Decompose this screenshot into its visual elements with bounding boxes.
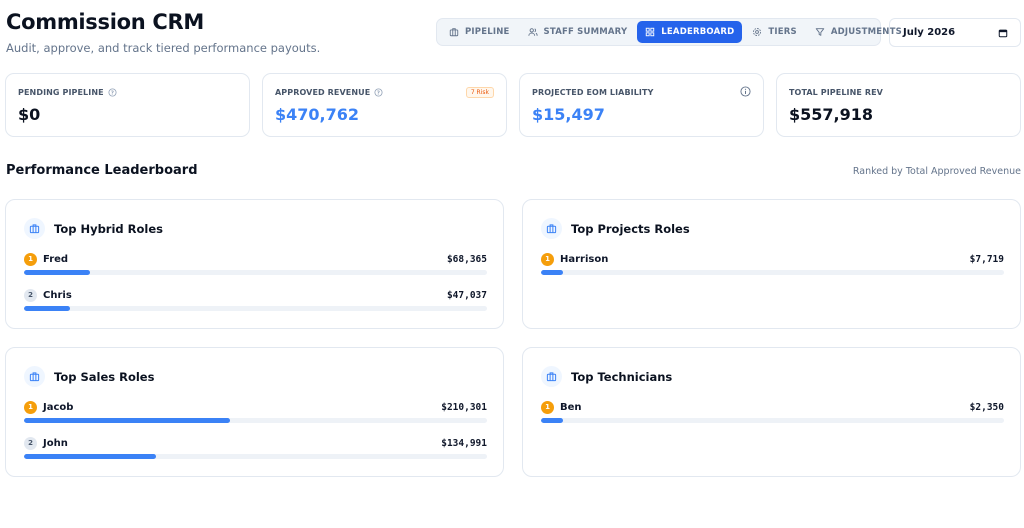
rank-badge: 2 <box>24 436 37 450</box>
progress-fill <box>24 270 91 275</box>
card-top-projects: Top Projects Roles 1 Harrison $7,719 <box>522 199 1021 329</box>
staff-name: Ben <box>560 401 582 413</box>
stat-pending-pipeline: PENDING PIPELINE ? $0 <box>5 73 250 137</box>
stat-pending-value: $0 <box>18 105 41 124</box>
revenue-amount: $47,037 <box>446 289 487 301</box>
stat-total-pipeline: TOTAL PIPELINE REV $557,918 <box>776 73 1021 137</box>
staff-name: John <box>43 437 68 449</box>
leaderboard-row[interactable]: 1 Jacob $210,301 <box>24 400 487 423</box>
rank-badge: 1 <box>24 400 37 414</box>
staff-name: Jacob <box>43 401 74 413</box>
app-subtitle: Audit, approve, and track tiered perform… <box>6 41 321 55</box>
progress-fill <box>541 270 564 275</box>
leaderboard-title: Performance Leaderboard <box>6 163 198 178</box>
revenue-amount: $134,991 <box>441 437 487 449</box>
stat-projected-liability: PROJECTED EOM LIABILITY $15,497 <box>519 73 764 137</box>
card-top-sales: Top Sales Roles 1 Jacob $210,301 2 John $134… <box>5 347 504 477</box>
rank-badge: 2 <box>24 288 37 302</box>
stat-projected-label: PROJECTED EOM LIABILITY <box>532 88 654 97</box>
leaderboard-row[interactable]: 2 Chris $47,037 <box>24 288 487 311</box>
stat-approved-revenue: APPROVED REVENUE ? 7 Risk $470,762 <box>262 73 507 137</box>
briefcase-icon <box>546 372 557 382</box>
leaderboard-row[interactable]: 1 Harrison $7,719 <box>541 252 1004 275</box>
stat-pending-label: PENDING PIPELINE <box>18 88 104 97</box>
card-top-hybrid: Top Hybrid Roles 1 Fred $68,365 2 Chris $47,… <box>5 199 504 329</box>
briefcase-icon <box>29 372 40 382</box>
tab-tiers[interactable]: TIERS <box>744 21 804 43</box>
progress-track <box>541 418 1004 423</box>
tab-tiers-label: TIERS <box>768 27 797 37</box>
tab-pipeline[interactable]: PIPELINE <box>441 21 518 43</box>
briefcase-icon <box>29 224 40 234</box>
users-icon <box>527 28 538 36</box>
tab-pipeline-label: PIPELINE <box>465 27 510 37</box>
app-title: Commission CRM <box>6 10 204 34</box>
month-picker[interactable]: July 2026 <box>889 18 1021 47</box>
leaderboard-subtitle: Ranked by Total Approved Revenue <box>852 166 1021 177</box>
leaderboard-row[interactable]: 2 John $134,991 <box>24 436 487 459</box>
stat-projected-value: $15,497 <box>532 105 605 124</box>
stat-approved-value: $470,762 <box>275 105 360 124</box>
help-icon[interactable]: ? <box>108 88 117 97</box>
staff-name: Harrison <box>560 253 609 265</box>
leaderboard-row[interactable]: 1 Fred $68,365 <box>24 252 487 275</box>
help-icon[interactable]: ? <box>374 88 383 97</box>
tab-adjustments-label: ADJUSTMENTS <box>830 27 902 37</box>
card-title: Top Projects Roles <box>571 221 690 236</box>
revenue-amount: $210,301 <box>441 401 487 413</box>
briefcase-icon <box>546 224 557 234</box>
tab-adjustments[interactable]: ADJUSTMENTS <box>807 21 910 43</box>
tab-staff-summary[interactable]: STAFF SUMMARY <box>520 21 636 43</box>
progress-track <box>24 270 487 275</box>
progress-track <box>24 454 487 459</box>
tab-leaderboard-label: LEADERBOARD <box>661 27 735 37</box>
month-picker-value: July 2026 <box>903 27 956 38</box>
grid-icon <box>646 27 655 37</box>
calendar-icon[interactable] <box>998 28 1008 38</box>
rank-badge: 1 <box>24 252 37 266</box>
staff-name: Chris <box>43 289 72 301</box>
tab-leaderboard[interactable]: LEADERBOARD <box>637 21 743 43</box>
filter-icon <box>815 28 825 36</box>
rank-badge: 1 <box>541 400 554 414</box>
svg-text:?: ? <box>377 90 380 96</box>
progress-track <box>541 270 1004 275</box>
revenue-amount: $68,365 <box>446 253 487 265</box>
briefcase-icon <box>449 28 459 37</box>
stat-total-value: $557,918 <box>789 105 874 124</box>
card-title: Top Sales Roles <box>54 369 155 384</box>
rank-badge: 1 <box>541 252 554 266</box>
stat-total-label: TOTAL PIPELINE REV <box>789 88 883 97</box>
card-top-technicians: Top Technicians 1 Ben $2,350 <box>522 347 1021 477</box>
tab-staff-summary-label: STAFF SUMMARY <box>543 27 628 37</box>
svg-text:?: ? <box>111 90 114 96</box>
leaderboard-row[interactable]: 1 Ben $2,350 <box>541 400 1004 423</box>
stat-approved-label: APPROVED REVENUE <box>275 88 371 97</box>
card-title: Top Hybrid Roles <box>54 221 163 236</box>
progress-fill <box>541 418 564 423</box>
progress-fill <box>24 454 156 459</box>
risk-badge[interactable]: 7 Risk <box>465 87 494 98</box>
progress-fill <box>24 418 231 423</box>
info-icon[interactable] <box>740 86 751 97</box>
revenue-amount: $7,719 <box>969 253 1004 265</box>
view-tabs: PIPELINE STAFF SUMMARY LEADERBOARD TIERS… <box>436 18 902 46</box>
card-title: Top Technicians <box>571 369 673 384</box>
progress-track <box>24 306 487 311</box>
staff-name: Fred <box>43 253 69 265</box>
progress-track <box>24 418 487 423</box>
revenue-amount: $2,350 <box>969 401 1004 413</box>
gear-icon <box>753 28 762 36</box>
progress-fill <box>24 306 70 311</box>
